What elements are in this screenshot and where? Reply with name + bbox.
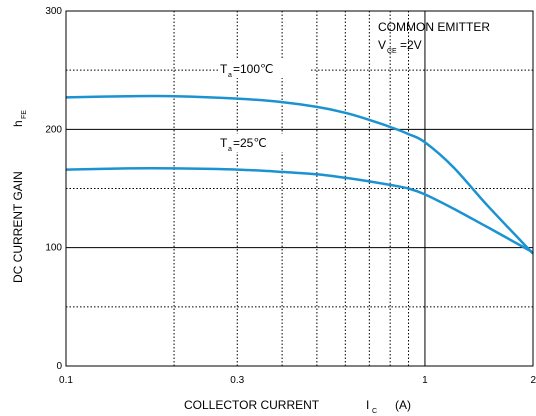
series-label-25-bg — [218, 134, 284, 152]
y-tick-label: 200 — [45, 124, 62, 135]
y-axis-label-symbol: h — [11, 120, 25, 127]
series-label-25-subscript: a — [228, 146, 232, 153]
series-label-25: T a =25℃ — [218, 134, 284, 153]
plot-frame — [65, 10, 534, 367]
annotation-subscript: CE — [387, 48, 397, 55]
x-tick-label: 2 — [530, 375, 536, 386]
tick-labels: 0.1 0.3 1 2 0 100 200 300 — [45, 6, 536, 386]
series-label-100-value: =100℃ — [233, 62, 274, 76]
x-tick-label: 1 — [422, 375, 428, 386]
series-label-100: T a =100℃ — [218, 60, 310, 79]
annotation-value: =2V — [400, 38, 422, 52]
y-tick-label: 0 — [56, 361, 62, 372]
series-label-100-bg — [218, 60, 310, 78]
y-axis-label-main: DC CURRENT GAIN — [11, 171, 25, 283]
series-label-25-value: =25℃ — [233, 136, 267, 150]
x-axis-label-main: COLLECTOR CURRENT — [184, 398, 320, 412]
x-tick-label: 0.1 — [59, 375, 73, 386]
grid — [66, 11, 533, 366]
series-label-100-symbol: T — [220, 62, 228, 76]
series-lines — [65, 94, 534, 255]
x-axis-label: COLLECTOR CURRENT I C (A) — [184, 398, 411, 415]
y-tick-label: 300 — [45, 6, 62, 17]
x-axis-label-subscript: C — [372, 408, 377, 415]
annotation-condition: V CE =2V — [378, 38, 422, 55]
y-tick-label: 100 — [45, 243, 62, 254]
annotation-symbol: V — [378, 38, 386, 52]
series-label-25-symbol: T — [220, 136, 228, 150]
y-axis-label-subscript: FE — [21, 110, 28, 119]
series-label-100-subscript: a — [228, 72, 232, 79]
x-tick-label: 0.3 — [230, 375, 244, 386]
series-line-1 — [65, 167, 534, 254]
x-axis-label-unit: (A) — [395, 398, 411, 412]
y-axis-label: DC CURRENT GAIN h FE — [11, 110, 28, 283]
annotation-title: COMMON EMITTER — [378, 20, 490, 34]
x-axis-label-symbol: I — [366, 398, 369, 412]
series-line-0 — [65, 94, 534, 255]
